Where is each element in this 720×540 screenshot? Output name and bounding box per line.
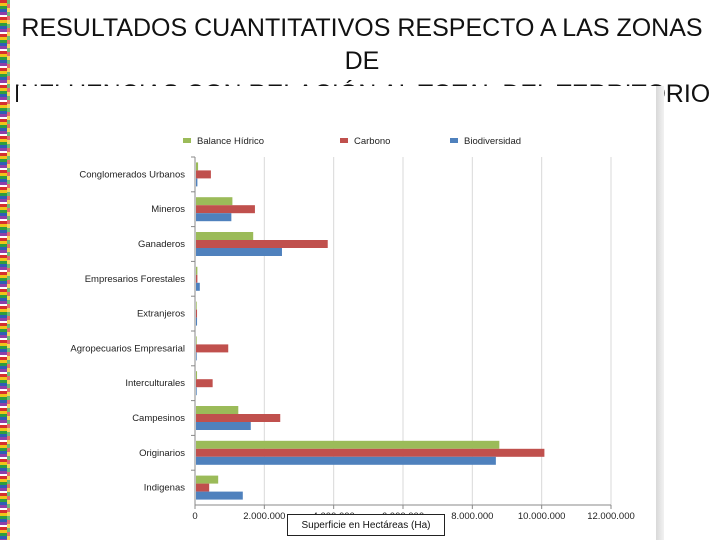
x-tick-label: 10.000.000 [518, 511, 566, 522]
bar [196, 344, 229, 353]
bar [196, 491, 243, 500]
chart-frame-shadow [656, 86, 664, 540]
bar [196, 197, 233, 206]
bar [196, 379, 213, 388]
decorative-left-stripe [0, 0, 7, 540]
bar [196, 309, 198, 318]
bar [196, 336, 197, 345]
y-category-label: Conglomerados Urbanos [79, 169, 185, 180]
legend-swatch [450, 138, 458, 143]
bar [196, 483, 210, 492]
bar [196, 448, 545, 457]
bar [196, 282, 200, 291]
bar [196, 371, 198, 380]
y-category-label: Mineros [151, 204, 185, 215]
legend-label: Carbono [354, 136, 390, 147]
y-category-label: Originarios [139, 448, 185, 459]
legend-label: Biodiversidad [464, 136, 521, 147]
bar [196, 317, 198, 326]
y-category-label: Campesinos [132, 413, 185, 424]
decorative-left-stripe-inner [7, 0, 10, 540]
x-tick-label: 12.000.000 [587, 511, 635, 522]
slide-title-line-1: RESULTADOS CUANTITATIVOS RESPECTO A LAS … [21, 14, 703, 75]
bar [196, 414, 281, 422]
legend-swatch [340, 138, 348, 143]
bar [196, 205, 255, 214]
bar [196, 213, 232, 222]
bar [196, 248, 282, 256]
bar [196, 475, 219, 484]
bar [196, 266, 198, 275]
bar [196, 240, 328, 248]
legend-label: Balance Hídrico [197, 136, 264, 147]
bar [196, 274, 198, 283]
y-category-label: Empresarios Forestales [85, 274, 186, 285]
bar [196, 352, 197, 361]
bar [196, 170, 211, 179]
bar [196, 440, 500, 449]
x-tick-label: 8.000.000 [451, 511, 493, 522]
legend-swatch [183, 138, 191, 143]
bar [196, 422, 251, 430]
x-axis-label: Superficie en Hectáreas (Ha) [287, 514, 445, 536]
y-category-label: Extranjeros [137, 309, 185, 320]
bar [196, 232, 254, 240]
y-category-label: Ganaderos [138, 239, 185, 250]
bar [196, 178, 198, 187]
x-tick-label: 0 [192, 511, 197, 522]
bar [196, 456, 496, 465]
bar [196, 301, 197, 310]
bar [196, 387, 197, 396]
y-category-label: Agropecuarios Empresarial [70, 343, 185, 354]
x-tick-label: 2.000.000 [243, 511, 285, 522]
bar [196, 406, 239, 414]
bar [196, 162, 199, 171]
y-category-label: Indigenas [144, 483, 185, 494]
y-category-label: Interculturales [125, 378, 185, 389]
